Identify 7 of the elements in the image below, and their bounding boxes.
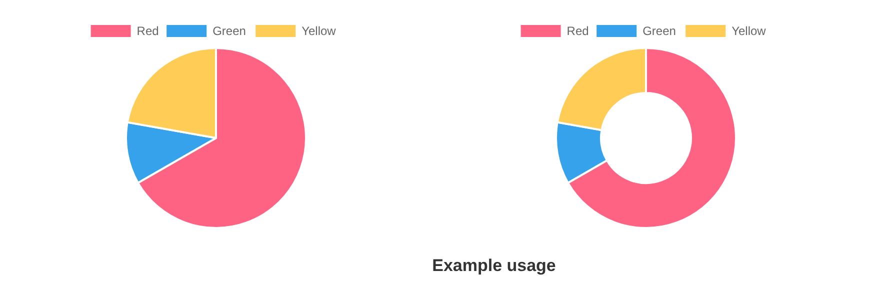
legend-label: Red: [566, 24, 589, 38]
text: Example usage: [432, 256, 556, 275]
legend-label: Yellow: [732, 24, 766, 38]
legend-label: Red: [136, 24, 159, 38]
legend-label: Green: [642, 24, 676, 38]
legend-label: Yellow: [302, 24, 336, 38]
legend-label: Green: [212, 24, 246, 38]
